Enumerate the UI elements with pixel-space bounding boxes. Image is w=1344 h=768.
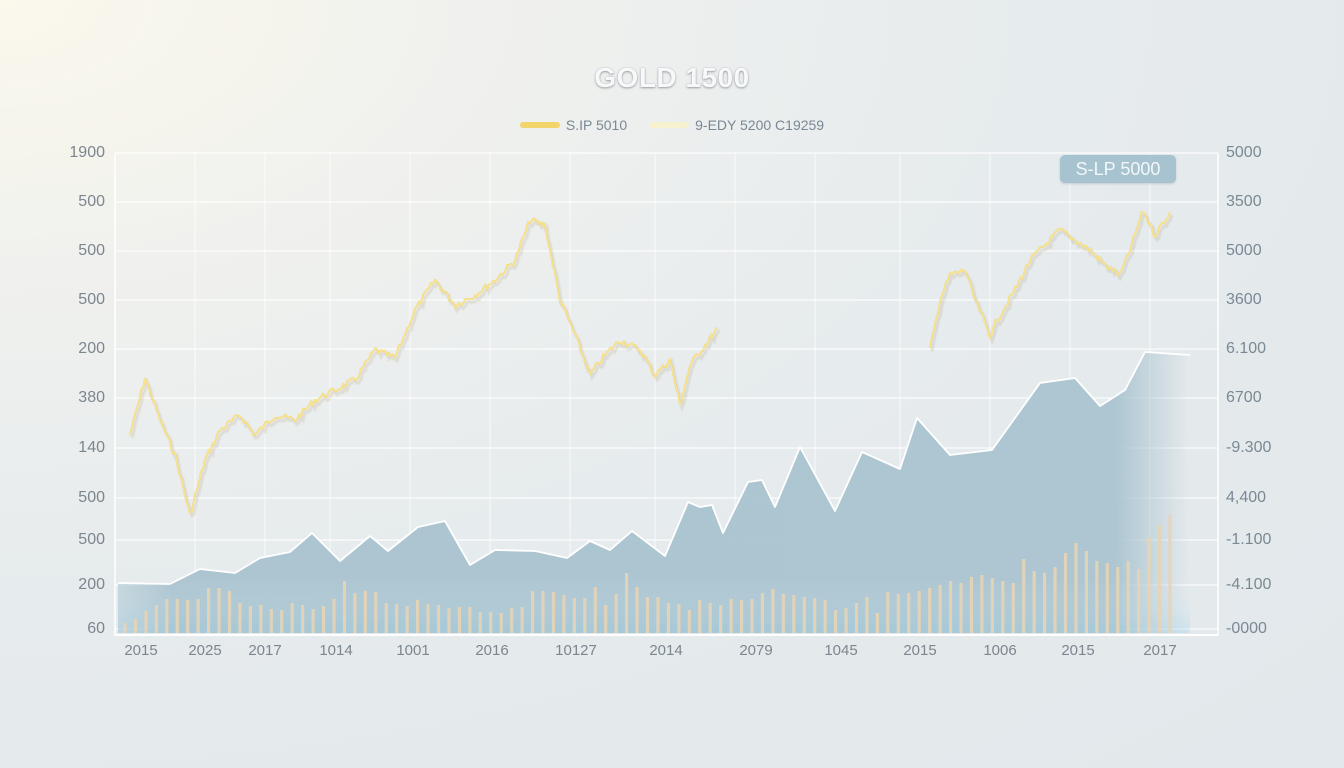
- chart-legend: S.IP 5010 9-EDY 5200 C19259: [0, 117, 1344, 133]
- x-axis-tick: 2017: [248, 642, 282, 659]
- right-axis-tick: 6700: [1226, 389, 1262, 406]
- left-axis-tick: 500: [78, 193, 105, 210]
- x-axis-tick: 2015: [1061, 642, 1095, 659]
- right-axis-tick: 3600: [1226, 291, 1262, 308]
- right-axis-tick: -0000: [1226, 620, 1267, 637]
- right-axis-tick: -1.100: [1226, 531, 1272, 548]
- left-axis-tick: 500: [78, 531, 105, 548]
- right-axis-tick: -4.100: [1226, 576, 1272, 593]
- left-axis-tick: 140: [78, 439, 105, 456]
- x-axis-tick: 1045: [824, 642, 858, 659]
- right-axis-tick: 5000: [1226, 144, 1262, 161]
- x-axis-tick: 2017: [1143, 642, 1177, 659]
- left-axis-tick: 500: [78, 489, 105, 506]
- legend-item-series-1[interactable]: S.IP 5010: [519, 117, 628, 133]
- legend-label: S.IP 5010: [565, 117, 628, 133]
- legend-swatch-icon: [519, 122, 560, 128]
- right-axis-tick: 5000: [1226, 242, 1262, 259]
- x-axis-tick: 10127: [555, 642, 597, 659]
- legend-swatch-icon: [649, 122, 690, 128]
- chart-title: GOLD 1500: [594, 62, 750, 93]
- x-axis-tick: 2015: [903, 642, 937, 659]
- x-axis-tick: 2016: [475, 642, 509, 659]
- x-axis-tick: 2025: [188, 642, 222, 659]
- gold-line-series: [129, 211, 1174, 519]
- right-axis-tick: 6.100: [1226, 340, 1267, 357]
- x-axis-tick: 1014: [319, 642, 353, 659]
- left-axis-tick: 380: [78, 389, 105, 406]
- right-axis-tick: 4,400: [1226, 489, 1267, 506]
- left-axis-tick: 60: [87, 620, 105, 637]
- left-axis-tick: 200: [78, 576, 105, 593]
- x-axis-tick: 2014: [649, 642, 683, 659]
- axes: [114, 153, 1219, 636]
- value-badge: S-LP 5000: [1060, 155, 1176, 183]
- right-axis-tick: 3500: [1226, 193, 1262, 210]
- x-axis-tick: 2079: [739, 642, 773, 659]
- legend-label: 9-EDY 5200 C19259: [695, 117, 825, 133]
- legend-item-series-2[interactable]: 9-EDY 5200 C19259: [649, 117, 824, 133]
- x-axis-tick: 2015: [124, 642, 158, 659]
- left-axis-tick: 500: [78, 242, 105, 259]
- x-axis-tick: 1006: [983, 642, 1017, 659]
- right-axis-tick: -9.300: [1226, 439, 1272, 456]
- left-axis-tick: 500: [78, 291, 105, 308]
- left-axis-tick: 200: [78, 340, 105, 357]
- left-axis-tick: 1900: [69, 144, 105, 161]
- area-series: [117, 351, 1191, 633]
- volume-bars: [123, 515, 1172, 633]
- x-axis-tick: 1001: [396, 642, 430, 659]
